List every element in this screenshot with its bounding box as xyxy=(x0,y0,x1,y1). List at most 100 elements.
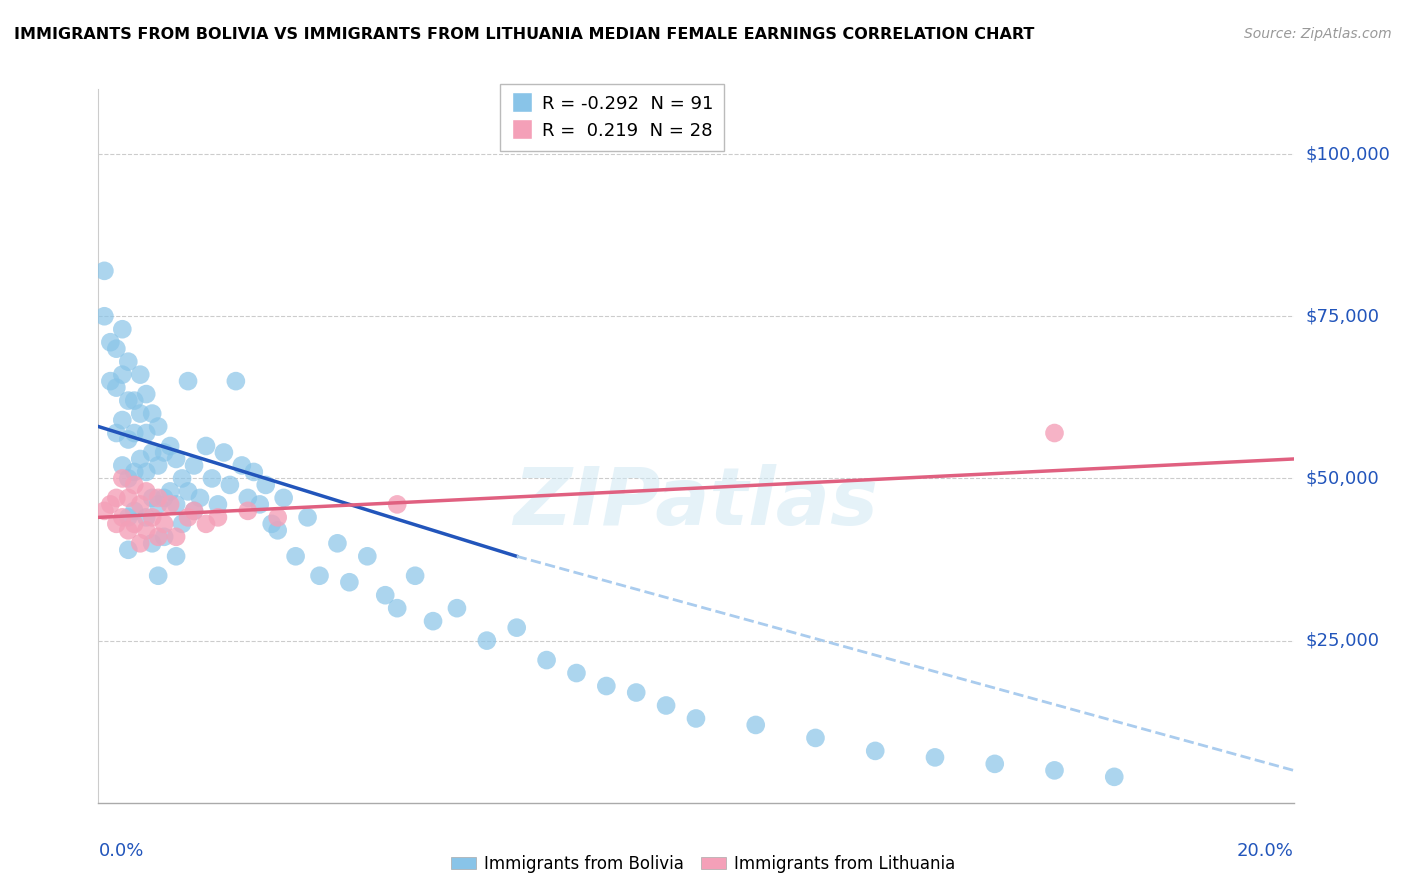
Text: $50,000: $50,000 xyxy=(1306,469,1379,487)
Point xyxy=(183,504,205,518)
Point xyxy=(135,387,157,401)
Point xyxy=(111,413,134,427)
Point xyxy=(124,393,146,408)
Point xyxy=(141,445,163,459)
Point xyxy=(260,516,283,531)
Point xyxy=(148,419,170,434)
Point xyxy=(129,368,152,382)
Point xyxy=(117,433,139,447)
Point xyxy=(153,445,176,459)
Point xyxy=(117,542,139,557)
Point xyxy=(626,685,648,699)
Point xyxy=(148,458,170,473)
Point xyxy=(655,698,678,713)
Point xyxy=(165,452,187,467)
Point xyxy=(165,497,187,511)
Point xyxy=(98,497,122,511)
Point xyxy=(141,491,163,505)
Point xyxy=(595,679,617,693)
Point xyxy=(98,335,122,350)
Point xyxy=(148,491,170,505)
Point xyxy=(153,530,176,544)
Point xyxy=(129,452,152,467)
Point xyxy=(506,621,529,635)
Point xyxy=(135,465,157,479)
Point xyxy=(135,510,157,524)
Point xyxy=(446,601,468,615)
Point xyxy=(1104,770,1126,784)
Point xyxy=(135,484,157,499)
Point xyxy=(93,264,115,278)
Point xyxy=(117,491,139,505)
Point xyxy=(148,568,170,582)
Point xyxy=(207,497,229,511)
Point xyxy=(105,425,128,440)
Point xyxy=(93,504,115,518)
Point xyxy=(124,425,146,440)
Text: $25,000: $25,000 xyxy=(1306,632,1379,649)
Point xyxy=(111,458,134,473)
Point xyxy=(105,381,128,395)
Point xyxy=(188,491,211,505)
Point xyxy=(183,504,205,518)
Point xyxy=(135,425,157,440)
Point xyxy=(243,465,266,479)
Point xyxy=(212,445,235,459)
Point xyxy=(225,374,247,388)
Point xyxy=(267,524,290,538)
Point xyxy=(172,516,194,531)
Point xyxy=(254,478,277,492)
Point xyxy=(183,458,205,473)
Point xyxy=(124,465,146,479)
Point xyxy=(195,439,218,453)
Text: 20.0%: 20.0% xyxy=(1237,842,1294,860)
Point xyxy=(117,524,139,538)
Point xyxy=(297,510,319,524)
Point xyxy=(195,516,218,531)
Point xyxy=(685,711,707,725)
Legend: Immigrants from Bolivia, Immigrants from Lithuania: Immigrants from Bolivia, Immigrants from… xyxy=(444,848,962,880)
Point xyxy=(165,549,187,564)
Text: ZIPatlas: ZIPatlas xyxy=(513,464,879,542)
Text: $100,000: $100,000 xyxy=(1306,145,1391,163)
Point xyxy=(422,614,444,628)
Point xyxy=(284,549,307,564)
Point xyxy=(565,666,588,681)
Point xyxy=(924,750,946,764)
Point xyxy=(308,568,330,582)
Text: 0.0%: 0.0% xyxy=(98,842,143,860)
Point xyxy=(153,516,176,531)
Point xyxy=(129,536,152,550)
Point xyxy=(326,536,349,550)
Point xyxy=(129,497,152,511)
Point xyxy=(93,310,115,324)
Point xyxy=(1043,764,1066,778)
Point xyxy=(105,491,128,505)
Point xyxy=(385,497,409,511)
Point xyxy=(124,478,146,492)
Point xyxy=(111,471,134,485)
Point xyxy=(177,510,200,524)
Point xyxy=(135,524,157,538)
Point xyxy=(117,393,139,408)
Point xyxy=(1043,425,1066,440)
Text: $75,000: $75,000 xyxy=(1306,307,1379,326)
Point xyxy=(165,530,187,544)
Point xyxy=(141,407,163,421)
Text: Source: ZipAtlas.com: Source: ZipAtlas.com xyxy=(1244,27,1392,41)
Point xyxy=(236,491,259,505)
Point xyxy=(129,407,152,421)
Point xyxy=(177,484,200,499)
Point xyxy=(475,633,498,648)
Point xyxy=(148,497,170,511)
Point xyxy=(385,601,409,615)
Point xyxy=(159,497,181,511)
Point xyxy=(153,491,176,505)
Point xyxy=(124,504,146,518)
Point xyxy=(236,504,259,518)
Point xyxy=(177,374,200,388)
Point xyxy=(159,484,181,499)
Point xyxy=(984,756,1007,771)
Point xyxy=(105,342,128,356)
Point xyxy=(141,510,163,524)
